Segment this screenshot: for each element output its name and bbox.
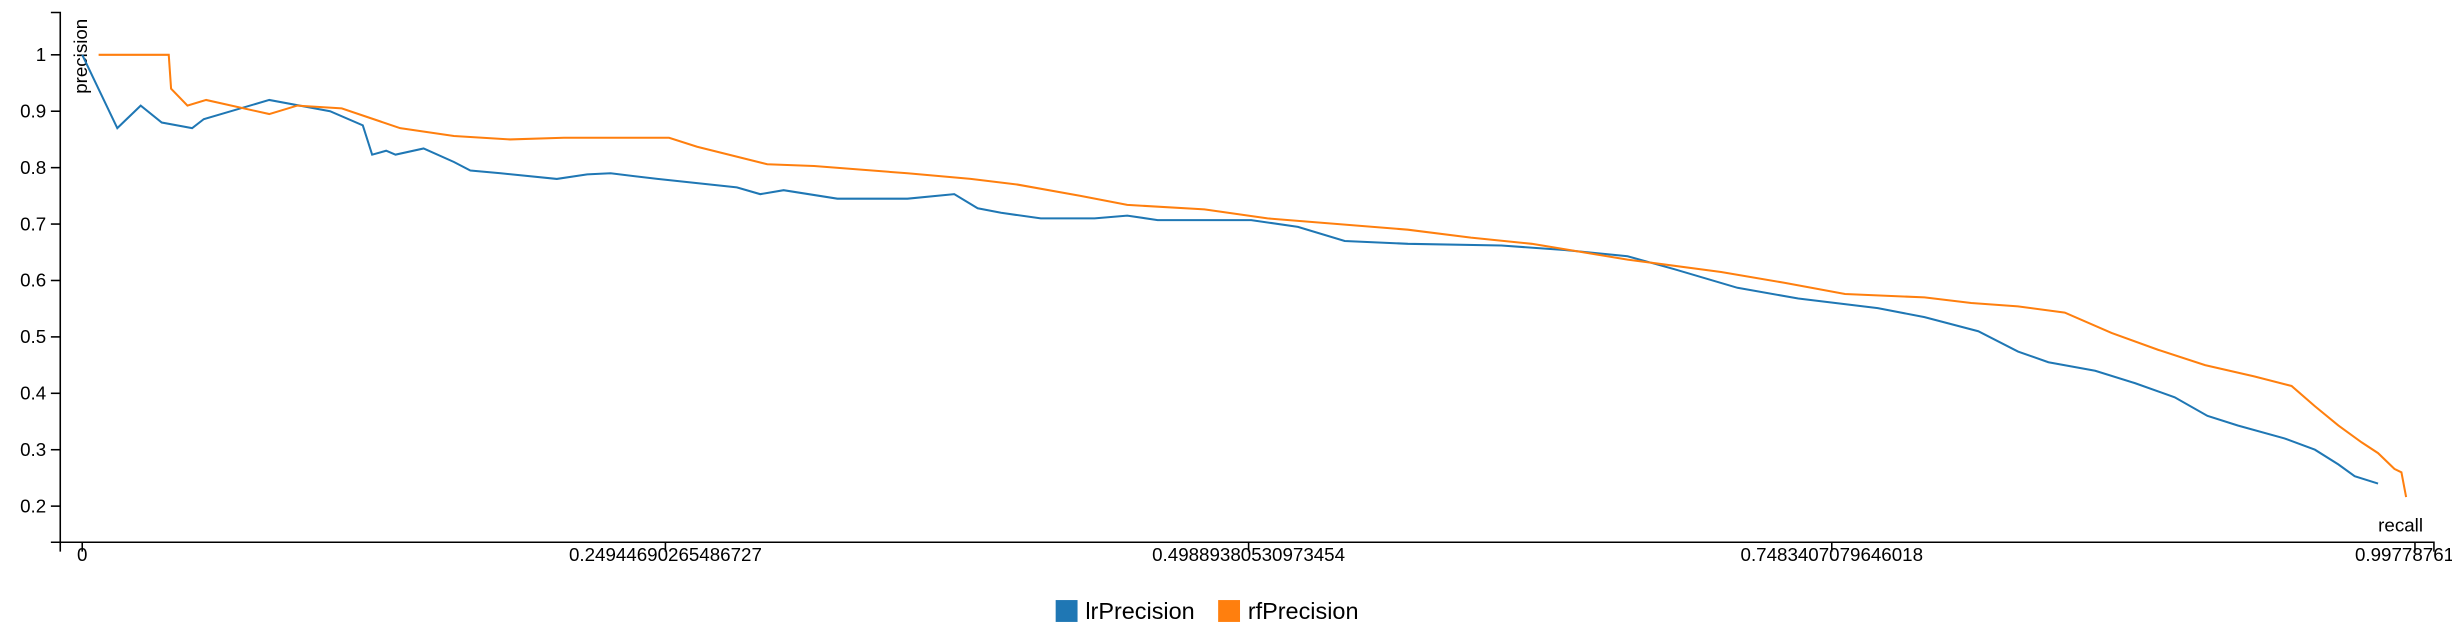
y-tick-label: 0.5 [20,326,46,347]
x-tick-label: 0.9977876106 [2355,544,2452,565]
y-axis [50,11,62,544]
x-tick-label: 0 [77,544,87,565]
y-tick-label: 0.6 [20,270,46,291]
x-axis [59,541,2435,552]
legend-label: lrPrecision [1085,598,1194,624]
x-tick-label: 0.24944690265486727 [569,544,762,565]
series-line [98,53,2408,498]
x-tick-label: 0.49889380530973454 [1152,544,1345,565]
y-tick-label: 0.4 [20,383,46,404]
y-tick-label: 0.8 [20,157,46,178]
y-axis-label: precision [70,19,91,94]
x-axis-label: recall [2378,514,2423,535]
y-tick-label: 0.7 [20,213,46,234]
y-tick-label: 0.9 [20,100,46,121]
legend-swatch [1218,600,1241,622]
y-tick-label: 1 [36,44,46,65]
legend-label: rfPrecision [1248,598,1359,624]
y-tick-label: 0.3 [20,439,46,460]
series-line [81,54,2379,485]
x-tick-label: 0.7483407079646018 [1741,544,1923,565]
legend-swatch [1055,600,1078,622]
y-tick-label: 0.2 [20,495,46,516]
